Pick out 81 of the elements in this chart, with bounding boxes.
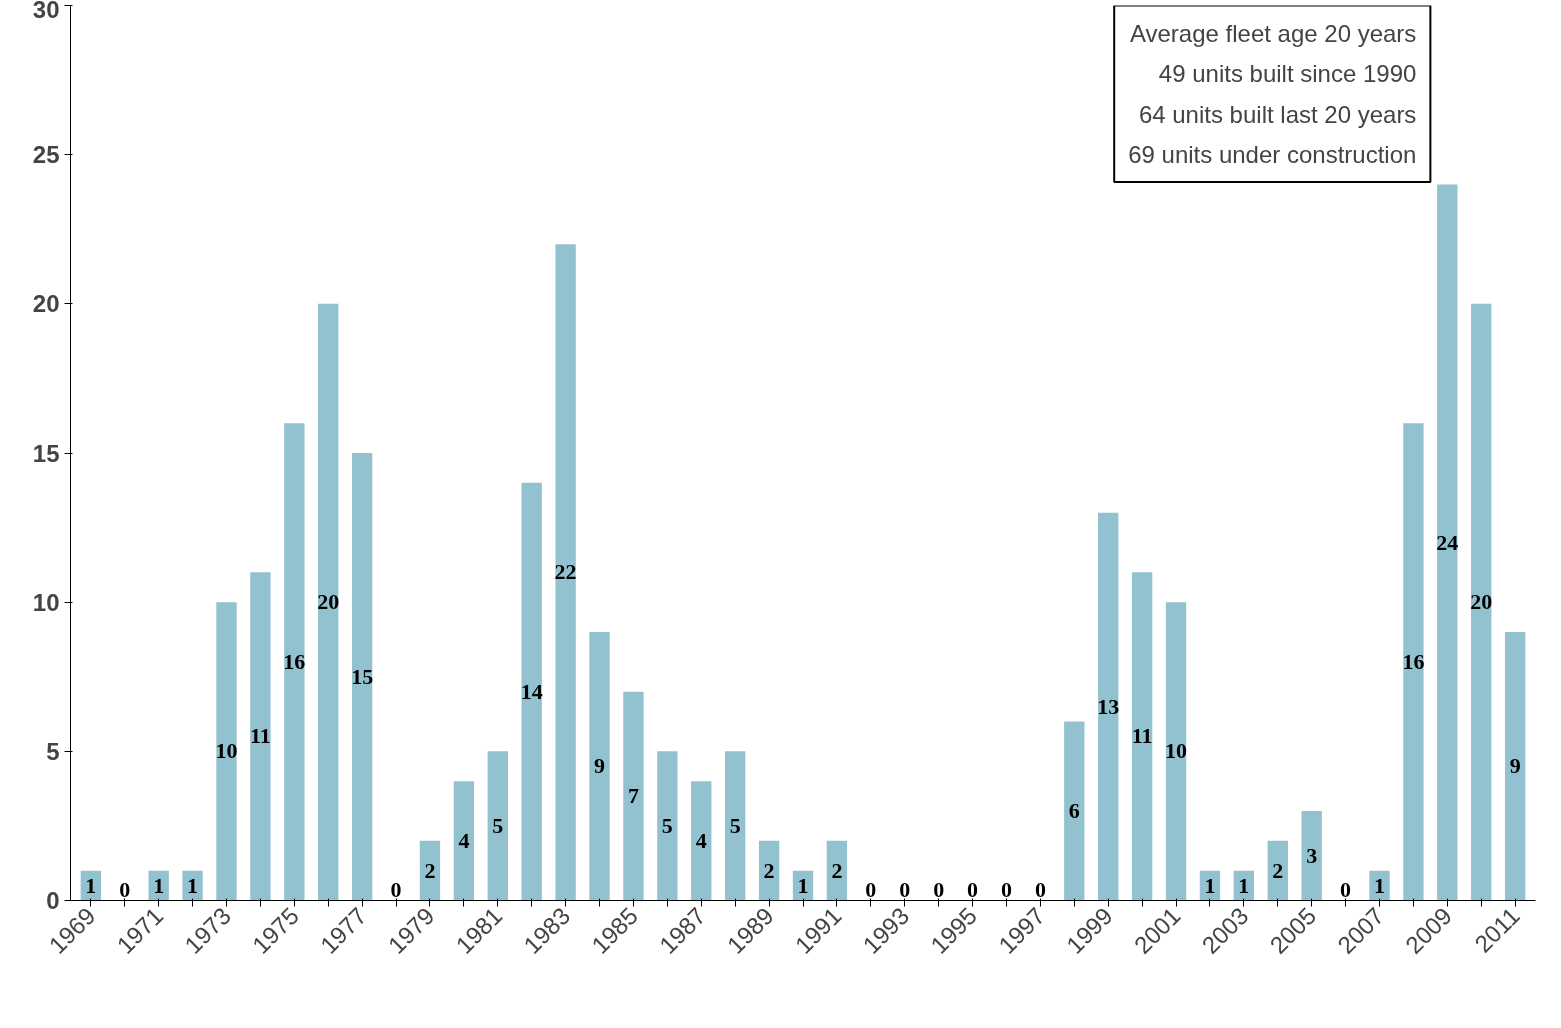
- bar: [1064, 721, 1085, 901]
- data-label: 0: [119, 876, 131, 902]
- y-tick-label: 5: [46, 737, 60, 765]
- data-label: 4: [695, 827, 707, 853]
- data-label: 11: [250, 723, 271, 749]
- bar: [318, 303, 339, 901]
- bar: [1504, 632, 1526, 901]
- bar: [419, 840, 441, 901]
- data-label: 0: [967, 876, 979, 902]
- data-label: 9: [1509, 753, 1521, 779]
- bar: [250, 572, 271, 901]
- bar: [216, 602, 237, 901]
- bar: [758, 840, 780, 901]
- data-label: 16: [1402, 648, 1425, 674]
- annotation: Average fleet age 20 years: [1129, 19, 1417, 47]
- bar: [1437, 184, 1458, 901]
- data-label: 20: [317, 589, 340, 615]
- y-tick-label: 25: [32, 141, 60, 169]
- data-label: 13: [1097, 693, 1120, 719]
- bar: [1267, 840, 1288, 901]
- data-label: 7: [627, 783, 639, 809]
- y-tick-label: 30: [32, 0, 60, 23]
- data-label: 2: [424, 857, 436, 883]
- annotation: 69 units under construction: [1128, 141, 1417, 168]
- bar: [1471, 303, 1492, 901]
- annotation: 49 units built since 1990: [1158, 60, 1417, 87]
- data-label: 1: [1204, 872, 1216, 898]
- data-label: 15: [351, 663, 374, 689]
- bar: [725, 751, 746, 901]
- data-label: 5: [492, 812, 504, 838]
- data-label: 10: [1165, 738, 1188, 764]
- bar: [657, 751, 678, 901]
- annotation: 64 units built last 20 years: [1138, 100, 1417, 128]
- data-label: 1: [1374, 872, 1385, 898]
- data-label: 20: [1470, 589, 1493, 615]
- data-label: 1: [187, 872, 199, 898]
- y-tick-label: 20: [32, 290, 60, 318]
- bar: [826, 840, 848, 901]
- data-label: 0: [933, 876, 945, 902]
- data-label: 22: [554, 559, 577, 585]
- data-label: 6: [1068, 798, 1080, 823]
- data-label: 2: [1272, 857, 1284, 883]
- bar: [1403, 423, 1424, 901]
- bar: [487, 751, 508, 901]
- data-label: 1: [85, 872, 97, 898]
- data-label: 3: [1306, 842, 1318, 868]
- data-label: 5: [661, 812, 673, 838]
- y-tick-label: 10: [32, 588, 60, 616]
- data-label: 0: [899, 876, 911, 902]
- y-tick-label: 15: [32, 439, 60, 467]
- data-label: 0: [390, 876, 402, 902]
- data-label: 4: [458, 827, 470, 853]
- bar: [589, 632, 610, 901]
- bar: [1131, 572, 1153, 901]
- data-label: 0: [1000, 876, 1012, 902]
- data-label: 1: [797, 872, 809, 898]
- bar: [1301, 811, 1322, 901]
- data-label: 9: [594, 753, 606, 779]
- bar: [351, 453, 373, 901]
- data-label: 1: [153, 872, 165, 898]
- data-label: 1: [1238, 872, 1250, 898]
- data-label: 5: [729, 812, 741, 838]
- bar: [691, 781, 712, 901]
- bar: [521, 482, 542, 901]
- data-label: 0: [865, 876, 877, 902]
- data-label: 2: [831, 857, 843, 883]
- data-label: 14: [520, 678, 543, 704]
- bar: [623, 691, 644, 901]
- data-label: 16: [283, 648, 306, 674]
- bar: [284, 423, 305, 901]
- data-label: 0: [1034, 876, 1046, 902]
- data-label: 10: [215, 738, 238, 764]
- data-label: 0: [1340, 876, 1352, 902]
- data-label: 2: [763, 857, 775, 883]
- data-label: 24: [1436, 529, 1459, 555]
- data-label: 11: [1131, 723, 1153, 749]
- bar: [1098, 512, 1119, 901]
- bar: [555, 244, 576, 901]
- y-tick-label: 0: [46, 887, 60, 914]
- bar: [1165, 602, 1187, 901]
- bar: [453, 781, 475, 901]
